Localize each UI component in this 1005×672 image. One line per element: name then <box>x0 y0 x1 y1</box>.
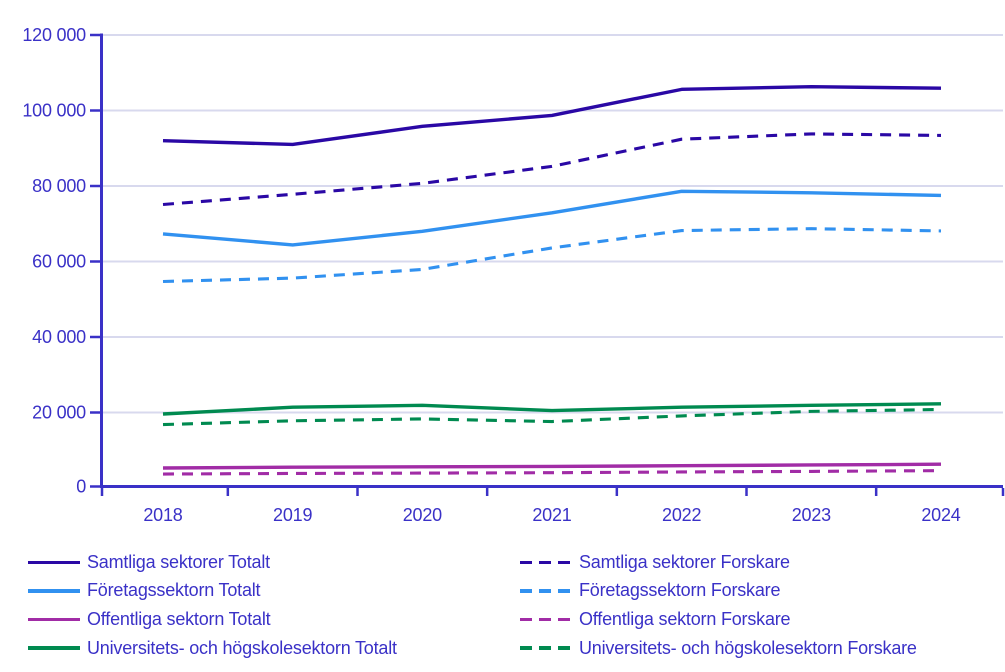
x-axis-tick-label: 2023 <box>792 505 831 525</box>
y-axis-tick-label: 80 000 <box>32 176 86 196</box>
legend-label: Företagssektorn Forskare <box>579 580 781 601</box>
legend-label: Samtliga sektorer Totalt <box>87 551 270 572</box>
x-axis-tick-label: 2022 <box>662 505 701 525</box>
series-line-2 <box>162 189 942 247</box>
y-axis-tick-label: 20 000 <box>32 403 86 423</box>
y-axis-tick-label: 60 000 <box>32 252 86 272</box>
series-line-3 <box>162 227 942 284</box>
legend-item: Offentliga sektorn Forskare <box>520 605 917 634</box>
chart-plot-area: 0 20 000 40 000 60 000 80 000 100 000 120 000 2… <box>22 25 1005 525</box>
legend-item: Samtliga sektorer Forskare <box>520 548 917 577</box>
series-line-6 <box>162 402 942 416</box>
x-axis-tick-label: 2024 <box>921 505 960 525</box>
legend-column-totalt: Samtliga sektorer Totalt Företagssektorn … <box>28 548 520 662</box>
legend-label: Samtliga sektorer Forskare <box>579 551 790 572</box>
legend-item: Offentliga sektorn Totalt <box>28 605 520 634</box>
legend-label: Offentliga sektorn Forskare <box>579 608 791 629</box>
legend-solid-line-swatch <box>28 646 80 650</box>
legend-dashed-line-swatch <box>520 646 572 650</box>
legend-item: Företagssektorn Totalt <box>28 577 520 606</box>
y-axis-tick-label: 0 <box>76 477 86 497</box>
legend-label: Universitets- och högskolesektorn Totalt <box>87 637 397 658</box>
legend-dashed-line-swatch <box>520 589 572 593</box>
legend-item: Företagssektorn Forskare <box>520 577 917 606</box>
legend-item: Universitets- och högskolesektorn Totalt <box>28 634 520 663</box>
legend-item: Universitets- och högskolesektorn Forska… <box>520 634 917 663</box>
legend-solid-line-swatch <box>28 589 80 593</box>
x-axis-tick-label: 2021 <box>532 505 571 525</box>
legend-item: Samtliga sektorer Totalt <box>28 548 520 577</box>
legend-label: Universitets- och högskolesektorn Forska… <box>579 637 917 658</box>
legend-column-forskare: Samtliga sektorer Forskare Företagssektor… <box>520 548 917 662</box>
x-axis-tick-label: 2019 <box>273 505 312 525</box>
legend-label: Företagssektorn Totalt <box>87 580 261 601</box>
y-axis-tick-label: 120 000 <box>22 25 86 45</box>
series-line-1 <box>162 132 942 207</box>
legend-label: Offentliga sektorn Totalt <box>87 608 271 629</box>
legend-dashed-line-swatch <box>520 560 572 565</box>
y-axis-tick-label: 100 000 <box>22 101 86 121</box>
series-line-5 <box>162 469 942 476</box>
x-axis-tick-label: 2020 <box>403 505 442 525</box>
series-line-4 <box>162 462 942 470</box>
x-axis-tick-label: 2018 <box>143 505 182 525</box>
legend-solid-line-swatch <box>28 560 80 565</box>
y-axis-tick-label: 40 000 <box>32 327 86 347</box>
chart-legend: Samtliga sektorer Totalt Företagssektorn … <box>0 548 1005 662</box>
series-line-7 <box>162 407 942 427</box>
series-line-0 <box>162 85 942 147</box>
legend-solid-line-swatch <box>28 617 80 622</box>
legend-dashed-line-swatch <box>520 617 572 622</box>
